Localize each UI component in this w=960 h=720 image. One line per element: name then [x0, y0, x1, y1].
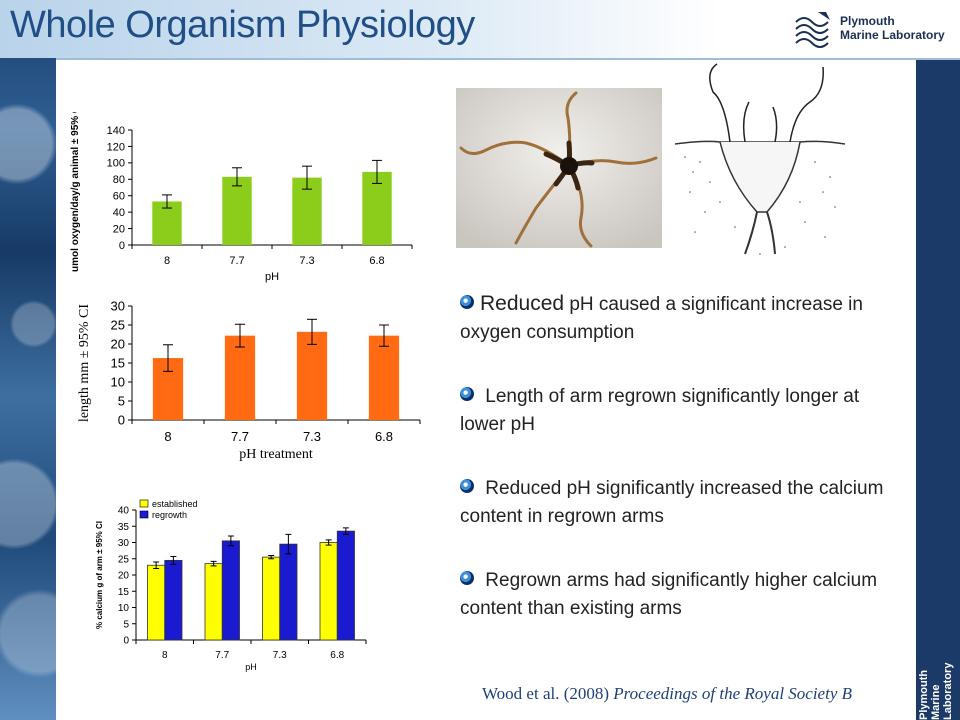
title-bar: Whole Organism Physiology: [0, 0, 960, 58]
x-tick-label: 8: [164, 255, 170, 267]
x-tick-label: 7.3: [303, 429, 321, 444]
side-logo-line2: Marine Laboratory: [930, 662, 954, 720]
bar: [279, 543, 298, 641]
y-tick-label: 5: [123, 619, 129, 630]
logo-line1: Plymouth: [840, 14, 895, 28]
x-tick-label: 7.3: [273, 650, 287, 661]
y-tick-label: 10: [118, 603, 130, 614]
bar: [147, 564, 166, 641]
x-axis-label: pH treatment: [239, 447, 313, 462]
swirl-bullet-icon: [460, 387, 474, 401]
arm-length-chart: 0 5 10 15 20 25 30 8 7.7 7.3 6.8 pH treatment length…: [77, 299, 421, 462]
swirl-bullet-icon: [460, 295, 474, 309]
swirl-bullet-icon: [460, 479, 474, 493]
burrow-sketch: [675, 62, 845, 260]
y-tick-label: 60: [113, 191, 125, 203]
page-title: Whole Organism Physiology: [10, 4, 475, 46]
bar: [319, 542, 338, 641]
bar: [362, 171, 392, 245]
x-tick-label: 6.8: [375, 429, 393, 444]
x-tick-label: 7.7: [215, 650, 229, 661]
y-tick-label: 0: [119, 240, 125, 252]
x-tick-label: 6.8: [330, 650, 344, 661]
y-tick-label: 5: [118, 394, 125, 409]
x-tick-label: 8: [162, 650, 168, 661]
citation-journal: Proceedings of the Royal Society B: [613, 684, 853, 703]
bar: [224, 335, 256, 420]
bar: [152, 201, 182, 245]
x-axis-label: pH: [265, 271, 279, 283]
bullet-text: Length of arm regrown significantly long…: [460, 386, 860, 435]
y-tick-label: 40: [113, 207, 125, 219]
y-tick-label: 10: [111, 375, 125, 390]
y-tick-label: 25: [111, 318, 125, 333]
title-divider: [56, 58, 960, 60]
bar: [296, 331, 328, 420]
legend-label: regrowth: [152, 510, 187, 520]
bullet-item: Length of arm regrown significantly long…: [460, 383, 900, 439]
side-logo-line1: Plymouth: [918, 669, 930, 720]
x-tick-label: 7.7: [231, 429, 249, 444]
citation: Wood et al. (2008) Proceedings of the Ro…: [482, 684, 852, 704]
bullet-lead: Reduced: [480, 292, 565, 315]
swirl-bullet-icon: [460, 571, 474, 585]
bar: [221, 540, 240, 641]
legend-swatch: [139, 510, 149, 519]
bar: [204, 563, 223, 641]
side-logo-text: Plymouth Marine Laboratory: [918, 662, 954, 720]
bullet-text: Reduced pH significantly increased the c…: [460, 478, 884, 527]
bullet-item: Regrown arms had significantly higher ca…: [460, 567, 900, 623]
y-tick-label: 20: [113, 223, 125, 235]
logo-line2: Marine Laboratory: [840, 28, 945, 42]
bar: [368, 335, 400, 420]
y-tick-label: 0: [118, 413, 125, 428]
y-tick-label: 140: [107, 125, 125, 137]
bar: [222, 176, 252, 245]
x-tick-label: 6.8: [369, 255, 384, 267]
bullet-list: Reduced pH caused a significant increase…: [460, 290, 900, 659]
brittlestar-photo: [456, 88, 662, 248]
y-axis-label: % calcium g of arm ± 95% CI: [95, 521, 104, 629]
bullet-text: Regrown arms had significantly higher ca…: [460, 570, 878, 619]
bullet-text: pH caused a significant increase in oxyg…: [460, 294, 863, 343]
bar: [164, 559, 183, 641]
brittlestar-disc-icon: [560, 157, 578, 175]
y-tick-label: 0: [123, 636, 129, 647]
y-tick-label: 25: [118, 554, 130, 565]
right-decorative-strip: Plymouth Marine Laboratory: [916, 60, 960, 720]
citation-authors: Wood et al. (2008): [482, 684, 614, 703]
legend-label: established: [152, 499, 198, 509]
y-tick-label: 120: [107, 141, 125, 153]
x-tick-label: 7.3: [299, 255, 314, 267]
plymouth-logo: Plymouth Marine Laboratory: [792, 8, 952, 52]
y-tick-label: 35: [118, 522, 130, 533]
oxygen-consumption-chart: 0 20 40 60 80 100 120 140 8 7.7 7.3 6.8 pH umol oxyge…: [70, 112, 413, 283]
y-tick-label: 15: [111, 356, 125, 371]
x-tick-label: 7.7: [229, 255, 244, 267]
logo-text: Plymouth Marine Laboratory: [840, 14, 945, 42]
bullet-item: Reduced pH significantly increased the c…: [460, 475, 900, 531]
bar: [336, 530, 355, 641]
legend-swatch: [139, 499, 149, 508]
left-decorative-strip: [0, 0, 56, 720]
y-tick-label: 80: [113, 174, 125, 186]
bar: [262, 556, 281, 641]
x-axis-label: pH: [245, 662, 257, 672]
y-tick-label: 30: [111, 299, 125, 314]
y-axis-label: length mm ± 95% CI: [77, 304, 92, 422]
y-tick-label: 30: [118, 538, 130, 549]
y-tick-label: 15: [118, 587, 130, 598]
y-axis-label: umol oxygen/day/g animal ± 95% CI: [70, 112, 81, 272]
calcium-content-chart: 0 5 10 15 20 25 30 35 40 8 7.7 7.3 6.8 pH % calcium g …: [95, 499, 367, 672]
y-tick-label: 100: [107, 158, 125, 170]
x-tick-label: 8: [164, 429, 171, 444]
y-tick-label: 20: [111, 337, 125, 352]
bullet-item: Reduced pH caused a significant increase…: [460, 290, 900, 347]
y-tick-label: 20: [118, 571, 130, 582]
y-tick-label: 40: [118, 506, 130, 517]
wave-logo-icon: [795, 12, 830, 48]
